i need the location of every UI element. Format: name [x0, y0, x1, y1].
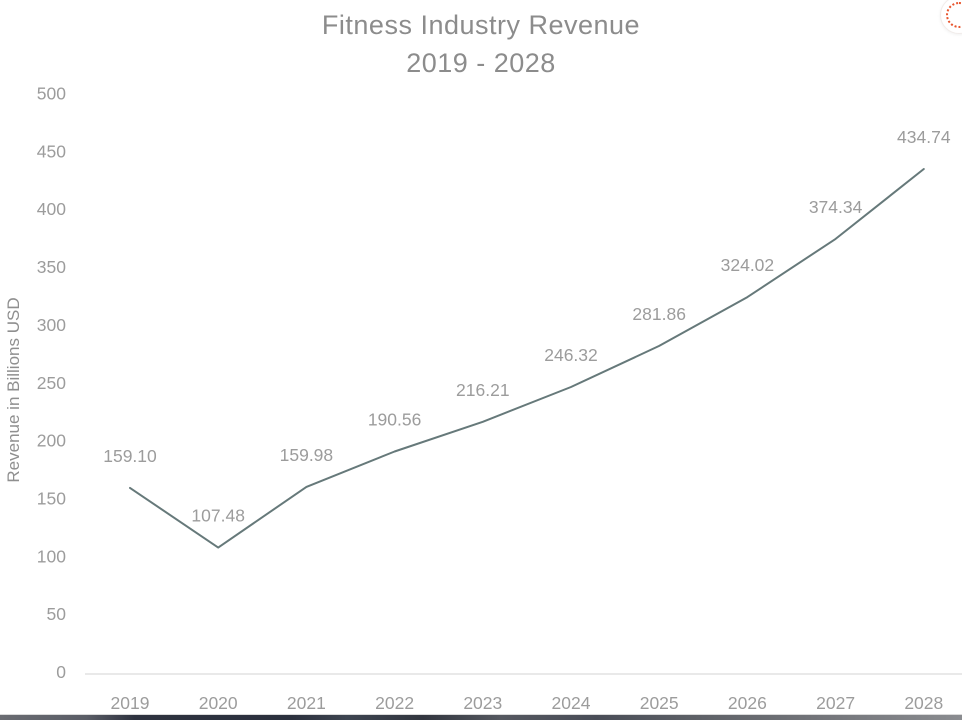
- data-point-label: 246.32: [544, 345, 598, 365]
- chart-title-line1: Fitness Industry Revenue: [321, 10, 641, 40]
- x-tick-label: 2019: [111, 693, 150, 713]
- data-point-label: 434.74: [897, 127, 951, 147]
- x-tick-label: 2023: [463, 693, 502, 713]
- bottom-edge-strip: [0, 715, 962, 720]
- x-tick-label: 2024: [552, 693, 591, 713]
- x-tick-label: 2021: [287, 693, 326, 713]
- y-tick-label: 450: [37, 141, 66, 161]
- y-tick-label: 250: [37, 373, 66, 393]
- data-point-label: 374.34: [809, 197, 863, 217]
- data-point-label: 216.21: [456, 380, 510, 400]
- chart-title-line2: 2019 - 2028: [406, 48, 556, 78]
- data-point-label: 281.86: [632, 304, 686, 324]
- x-tick-label: 2020: [199, 693, 238, 713]
- x-tick-label: 2028: [904, 693, 943, 713]
- bottom-divider-line: [0, 714, 962, 715]
- record-indicator-ring: [946, 2, 962, 28]
- chart-title: Fitness Industry Revenue 2019 - 2028: [0, 6, 962, 82]
- y-tick-label: 400: [37, 199, 66, 219]
- y-tick-label: 100: [37, 546, 66, 566]
- y-tick-label: 300: [37, 315, 66, 335]
- y-tick-label: 0: [56, 662, 66, 682]
- y-tick-label: 500: [37, 84, 66, 104]
- y-tick-label: 50: [47, 604, 67, 624]
- data-point-label: 107.48: [191, 506, 245, 526]
- x-tick-label: 2027: [816, 693, 855, 713]
- data-point-label: 324.02: [721, 255, 775, 275]
- x-tick-label: 2025: [640, 693, 679, 713]
- data-point-label: 159.10: [103, 446, 157, 466]
- revenue-line-series: [129, 168, 925, 549]
- y-tick-label: 150: [37, 488, 66, 508]
- data-point-label: 190.56: [368, 410, 422, 430]
- x-tick-label: 2022: [375, 693, 414, 713]
- x-tick-label: 2026: [728, 693, 767, 713]
- y-tick-label: 200: [37, 431, 66, 451]
- y-tick-label: 350: [37, 257, 66, 277]
- data-point-label: 159.98: [280, 445, 334, 465]
